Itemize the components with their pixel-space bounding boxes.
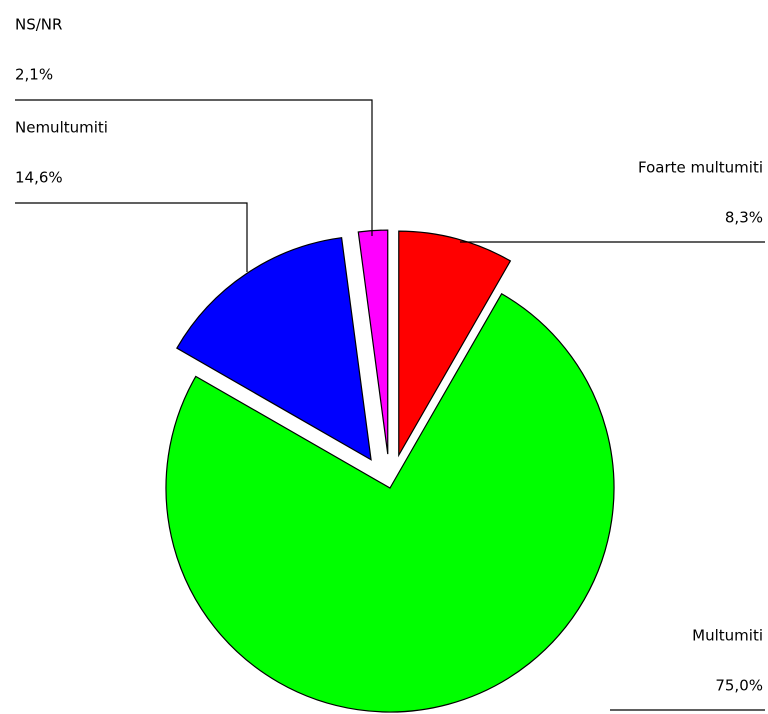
slice-value-label: 14,6% — [15, 169, 63, 187]
slice-label: Nemultumiti — [15, 119, 108, 137]
pie-slice — [398, 230, 512, 458]
pie-slice — [357, 229, 389, 455]
slice-label: NS/NR — [15, 16, 62, 34]
slice-value-label: 8,3% — [725, 209, 763, 227]
slice-value-label: 75,0% — [715, 677, 763, 695]
slice-label: Foarte multumiti — [638, 159, 763, 177]
slice-label: Multumiti — [692, 627, 763, 645]
slice-value-label: 2,1% — [15, 66, 53, 84]
pie-slice — [176, 237, 372, 461]
pie-slice — [165, 292, 615, 713]
leader-line — [15, 99, 373, 236]
leader-line — [15, 202, 248, 272]
